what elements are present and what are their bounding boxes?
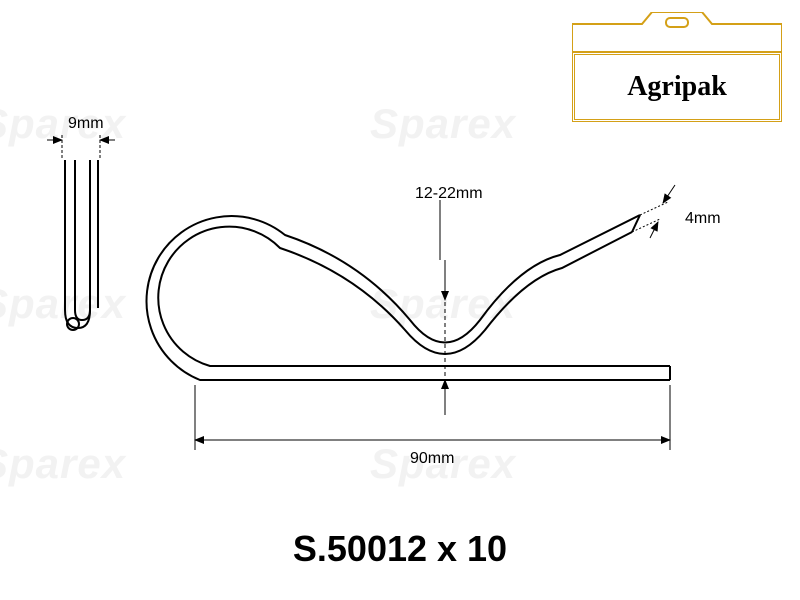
agripak-label: Agripak xyxy=(595,71,759,103)
dim-wire-dia xyxy=(632,185,675,238)
dim-length xyxy=(195,385,670,450)
dim-shaft-range xyxy=(440,200,445,415)
dim-width-label: 9mm xyxy=(68,115,104,133)
part-number: S.50012 x 10 xyxy=(0,528,800,570)
end-view xyxy=(65,160,98,330)
dim-wire-dia-label: 4mm xyxy=(685,210,721,228)
dim-width xyxy=(47,135,115,160)
side-view xyxy=(147,215,670,380)
dim-length-label: 90mm xyxy=(410,450,454,468)
agripak-package-icon: Agripak xyxy=(572,12,782,152)
dim-shaft-range-label: 12-22mm xyxy=(415,185,483,203)
